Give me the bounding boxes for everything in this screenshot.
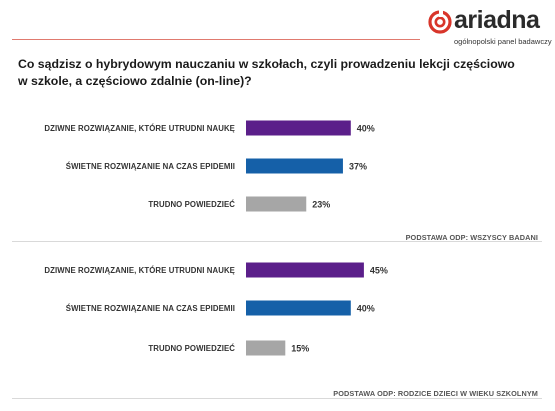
bottom-rule bbox=[12, 398, 542, 399]
bar-2-1 bbox=[246, 262, 364, 278]
value-label: 23% bbox=[312, 200, 330, 210]
value-label: 40% bbox=[357, 124, 375, 134]
ariadna-logo-icon bbox=[428, 10, 452, 34]
bar-2-3 bbox=[246, 340, 286, 356]
category-label: DZIWNE ROZWIĄZANIE, KTÓRE UTRUDNI NAUKĘ bbox=[44, 124, 235, 133]
category-label: DZIWNE ROZWIĄZANIE, KTÓRE UTRUDNI NAUKĘ bbox=[44, 266, 235, 275]
value-label: 40% bbox=[357, 304, 375, 314]
category-label: ŚWIETNE ROZWIĄZANIE NA CZAS EPIDEMII bbox=[66, 162, 235, 171]
section-divider bbox=[12, 241, 542, 242]
header-rule bbox=[12, 39, 420, 40]
brand-logo: ariadna ogólnopolski panel badawczy bbox=[428, 6, 552, 50]
brand-name: ariadna bbox=[454, 6, 540, 34]
brand-tagline: ogólnopolski panel badawczy bbox=[454, 37, 552, 46]
value-label: 37% bbox=[349, 162, 367, 172]
bar-1-3 bbox=[246, 196, 307, 212]
category-label: TRUDNO POWIEDZIEĆ bbox=[148, 200, 235, 209]
category-label: TRUDNO POWIEDZIEĆ bbox=[148, 344, 235, 353]
value-label: 15% bbox=[291, 344, 309, 354]
base-note: PODSTAWA ODP: WSZYSCY BADANI bbox=[406, 233, 538, 242]
base-note: PODSTAWA ODP: RODZICE DZIECI W WIEKU SZK… bbox=[333, 389, 538, 398]
category-label: ŚWIETNE ROZWIĄZANIE NA CZAS EPIDEMII bbox=[66, 304, 235, 313]
page-title: Co sądzisz o hybrydowym nauczaniu w szko… bbox=[18, 57, 515, 88]
bar-2-2 bbox=[246, 300, 351, 316]
bar-1-1 bbox=[246, 120, 351, 136]
bar-1-2 bbox=[246, 158, 343, 174]
value-label: 45% bbox=[370, 266, 388, 276]
